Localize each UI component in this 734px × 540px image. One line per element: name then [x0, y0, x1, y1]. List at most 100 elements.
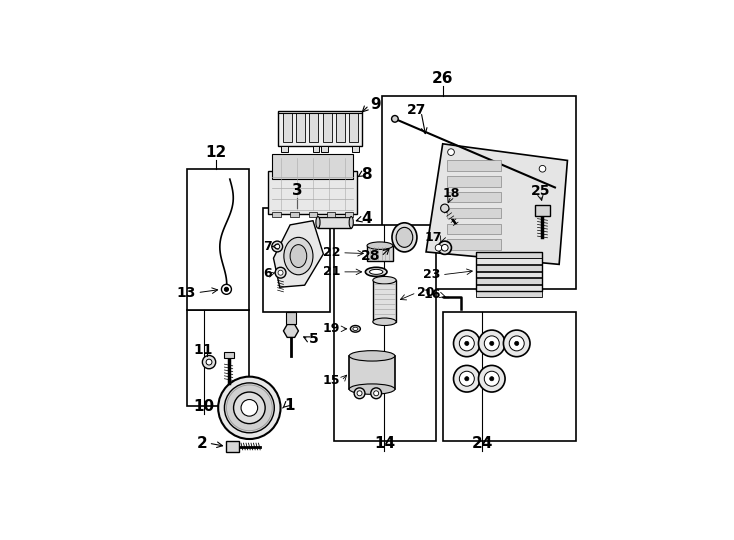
Bar — [268, 171, 357, 214]
Text: 19: 19 — [323, 322, 340, 335]
Text: 10: 10 — [193, 399, 214, 414]
Text: 5: 5 — [309, 332, 319, 346]
Bar — [535, 205, 550, 216]
Circle shape — [203, 355, 216, 369]
Text: 23: 23 — [424, 268, 440, 281]
Circle shape — [454, 366, 480, 392]
Bar — [476, 278, 542, 284]
Text: 4: 4 — [362, 211, 372, 226]
Text: 1: 1 — [285, 399, 295, 413]
Text: 14: 14 — [374, 436, 395, 451]
Ellipse shape — [373, 276, 396, 284]
Ellipse shape — [349, 217, 353, 228]
Bar — [447, 160, 501, 171]
Bar — [283, 113, 292, 141]
Text: 13: 13 — [177, 286, 196, 300]
Bar — [291, 212, 299, 218]
Bar — [187, 168, 250, 310]
Bar — [278, 111, 362, 146]
Text: 28: 28 — [361, 249, 380, 263]
Bar — [352, 146, 359, 152]
Bar — [476, 272, 542, 278]
Ellipse shape — [392, 223, 417, 252]
Bar — [476, 259, 542, 264]
Bar — [334, 225, 437, 441]
Circle shape — [435, 245, 442, 251]
Text: 6: 6 — [263, 267, 272, 280]
Text: 7: 7 — [263, 240, 272, 253]
Text: 2: 2 — [197, 436, 208, 451]
Bar — [345, 212, 353, 218]
Ellipse shape — [350, 326, 360, 332]
Text: 17: 17 — [424, 231, 442, 244]
Text: 18: 18 — [443, 187, 460, 200]
Text: 16: 16 — [424, 288, 440, 301]
Ellipse shape — [369, 269, 383, 274]
Bar — [476, 265, 542, 271]
Circle shape — [374, 391, 379, 396]
Circle shape — [504, 330, 530, 357]
Bar — [281, 146, 288, 152]
Text: 24: 24 — [471, 436, 493, 451]
Bar — [447, 192, 501, 202]
Circle shape — [272, 241, 283, 252]
Bar — [447, 208, 501, 218]
Bar — [263, 208, 330, 312]
Ellipse shape — [284, 238, 313, 275]
Text: 11: 11 — [193, 342, 213, 356]
Ellipse shape — [349, 384, 395, 394]
Ellipse shape — [316, 217, 320, 228]
Bar — [447, 239, 501, 250]
Circle shape — [275, 267, 286, 278]
Bar — [308, 212, 317, 218]
Bar — [447, 224, 501, 234]
Circle shape — [448, 149, 454, 156]
Ellipse shape — [353, 327, 358, 330]
Text: 15: 15 — [322, 374, 340, 387]
Circle shape — [459, 336, 474, 351]
Bar — [224, 352, 233, 359]
Bar — [321, 146, 327, 152]
Bar — [367, 246, 393, 261]
Circle shape — [222, 285, 231, 294]
Circle shape — [479, 330, 505, 357]
Text: 12: 12 — [206, 145, 227, 160]
Circle shape — [225, 287, 228, 292]
Bar — [322, 113, 332, 141]
Text: 20: 20 — [417, 286, 435, 299]
Circle shape — [465, 377, 469, 381]
Circle shape — [357, 391, 362, 396]
Text: 9: 9 — [370, 97, 380, 112]
Bar — [382, 96, 575, 289]
Circle shape — [278, 270, 283, 275]
Bar — [313, 146, 319, 152]
Polygon shape — [426, 144, 567, 265]
Text: 3: 3 — [292, 183, 302, 198]
Circle shape — [440, 204, 449, 212]
Bar — [296, 113, 305, 141]
Ellipse shape — [396, 227, 413, 247]
Bar — [318, 217, 352, 228]
Text: 22: 22 — [324, 246, 341, 259]
Text: 25: 25 — [531, 184, 550, 198]
Circle shape — [241, 400, 258, 416]
Circle shape — [479, 366, 505, 392]
Ellipse shape — [367, 242, 393, 249]
Bar — [373, 280, 396, 322]
Bar — [327, 212, 335, 218]
Ellipse shape — [366, 267, 387, 276]
Circle shape — [233, 392, 265, 424]
Bar — [309, 113, 319, 141]
Bar — [272, 154, 353, 179]
Circle shape — [484, 371, 499, 386]
Bar — [476, 292, 542, 297]
Text: 27: 27 — [407, 103, 426, 117]
Circle shape — [509, 336, 524, 351]
Circle shape — [438, 241, 451, 254]
Bar — [187, 310, 250, 406]
Ellipse shape — [349, 350, 395, 361]
Circle shape — [515, 341, 519, 346]
Circle shape — [225, 383, 275, 433]
Ellipse shape — [373, 318, 396, 326]
Circle shape — [459, 371, 474, 386]
